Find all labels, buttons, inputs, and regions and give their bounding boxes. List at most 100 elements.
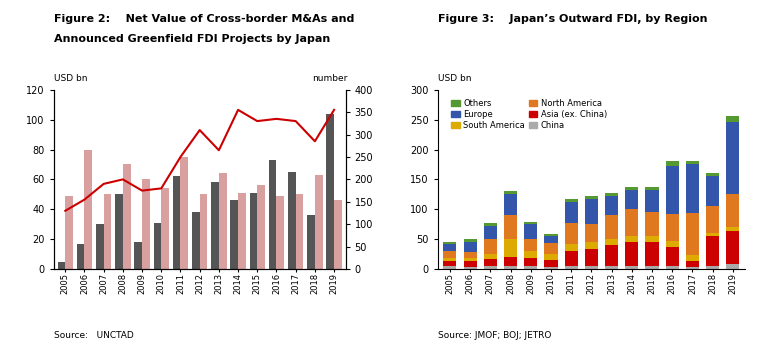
Bar bbox=[504, 239, 517, 257]
Bar bbox=[706, 174, 719, 176]
Bar bbox=[504, 194, 517, 215]
Bar bbox=[326, 114, 334, 269]
Bar bbox=[706, 206, 719, 233]
Bar bbox=[666, 214, 679, 241]
Bar bbox=[645, 212, 659, 236]
Bar bbox=[230, 200, 238, 269]
Bar bbox=[605, 193, 618, 196]
Text: Figure 3:    Japan’s Outward FDI, by Region: Figure 3: Japan’s Outward FDI, by Region bbox=[438, 14, 707, 24]
Bar bbox=[545, 267, 558, 269]
Bar bbox=[645, 236, 659, 242]
Bar bbox=[706, 176, 719, 206]
Bar bbox=[706, 236, 719, 266]
Bar bbox=[65, 196, 73, 269]
Bar bbox=[211, 183, 219, 269]
Bar bbox=[484, 266, 497, 269]
Bar bbox=[645, 187, 659, 189]
Bar bbox=[443, 241, 456, 244]
Bar bbox=[200, 194, 207, 269]
Bar bbox=[84, 149, 92, 269]
Bar bbox=[464, 242, 477, 252]
Bar bbox=[645, 189, 659, 212]
Bar bbox=[524, 266, 538, 269]
Bar bbox=[727, 116, 740, 122]
Bar bbox=[504, 215, 517, 239]
Bar bbox=[564, 223, 578, 244]
Bar bbox=[666, 166, 679, 214]
Text: USD bn: USD bn bbox=[54, 74, 88, 83]
Bar bbox=[686, 165, 699, 214]
Bar bbox=[625, 209, 638, 236]
Text: Source:   UNCTAD: Source: UNCTAD bbox=[54, 331, 134, 340]
Bar bbox=[524, 224, 538, 239]
Bar bbox=[464, 239, 477, 242]
Bar bbox=[180, 157, 188, 269]
Bar bbox=[605, 266, 618, 269]
Bar bbox=[584, 249, 598, 266]
Bar bbox=[464, 267, 477, 269]
Text: USD bn: USD bn bbox=[438, 74, 472, 83]
Text: number: number bbox=[312, 74, 347, 83]
Bar bbox=[443, 251, 456, 258]
Bar bbox=[605, 239, 618, 245]
Bar bbox=[334, 200, 342, 269]
Bar bbox=[134, 242, 142, 269]
Bar bbox=[484, 239, 497, 254]
Bar bbox=[77, 244, 84, 269]
Bar bbox=[484, 254, 497, 259]
Bar bbox=[307, 215, 315, 269]
Bar bbox=[161, 188, 169, 269]
Bar bbox=[464, 258, 477, 261]
Bar bbox=[173, 176, 180, 269]
Bar bbox=[484, 226, 497, 239]
Bar bbox=[706, 233, 719, 236]
Bar bbox=[666, 266, 679, 269]
Text: Announced Greenfield FDI Projects by Japan: Announced Greenfield FDI Projects by Jap… bbox=[54, 34, 330, 45]
Bar bbox=[142, 179, 150, 269]
Bar bbox=[504, 257, 517, 266]
Bar bbox=[645, 242, 659, 266]
Bar bbox=[504, 266, 517, 269]
Bar bbox=[625, 187, 638, 190]
Bar bbox=[96, 224, 104, 269]
Bar bbox=[686, 261, 699, 267]
Bar bbox=[545, 243, 558, 254]
Bar bbox=[706, 266, 719, 269]
Bar bbox=[58, 262, 65, 269]
Bar bbox=[219, 174, 227, 269]
Bar bbox=[625, 190, 638, 209]
Bar bbox=[666, 241, 679, 247]
Bar bbox=[605, 215, 618, 239]
Bar bbox=[545, 236, 558, 243]
Bar bbox=[464, 252, 477, 258]
Bar bbox=[123, 165, 131, 269]
Bar bbox=[464, 261, 477, 267]
Text: Figure 2:    Net Value of Cross-border M&As and: Figure 2: Net Value of Cross-border M&As… bbox=[54, 14, 354, 24]
Text: Source: JMOF; BOJ; JETRO: Source: JMOF; BOJ; JETRO bbox=[438, 331, 551, 340]
Bar bbox=[686, 161, 699, 165]
Bar bbox=[288, 172, 296, 269]
Bar bbox=[524, 251, 538, 258]
Bar bbox=[154, 223, 161, 269]
Bar bbox=[686, 214, 699, 255]
Bar bbox=[625, 242, 638, 266]
Bar bbox=[524, 258, 538, 266]
Bar bbox=[545, 260, 558, 267]
Bar bbox=[625, 266, 638, 269]
Bar bbox=[564, 202, 578, 223]
Bar bbox=[192, 212, 200, 269]
Bar bbox=[443, 261, 456, 266]
Bar bbox=[666, 161, 679, 166]
Bar bbox=[276, 196, 284, 269]
Bar bbox=[115, 194, 123, 269]
Bar bbox=[524, 222, 538, 224]
Bar bbox=[504, 191, 517, 194]
Bar bbox=[605, 196, 618, 215]
Bar bbox=[250, 193, 257, 269]
Bar bbox=[727, 231, 740, 264]
Bar bbox=[443, 258, 456, 261]
Bar bbox=[584, 196, 598, 199]
Bar bbox=[443, 244, 456, 251]
Bar bbox=[238, 193, 246, 269]
Bar bbox=[727, 264, 740, 269]
